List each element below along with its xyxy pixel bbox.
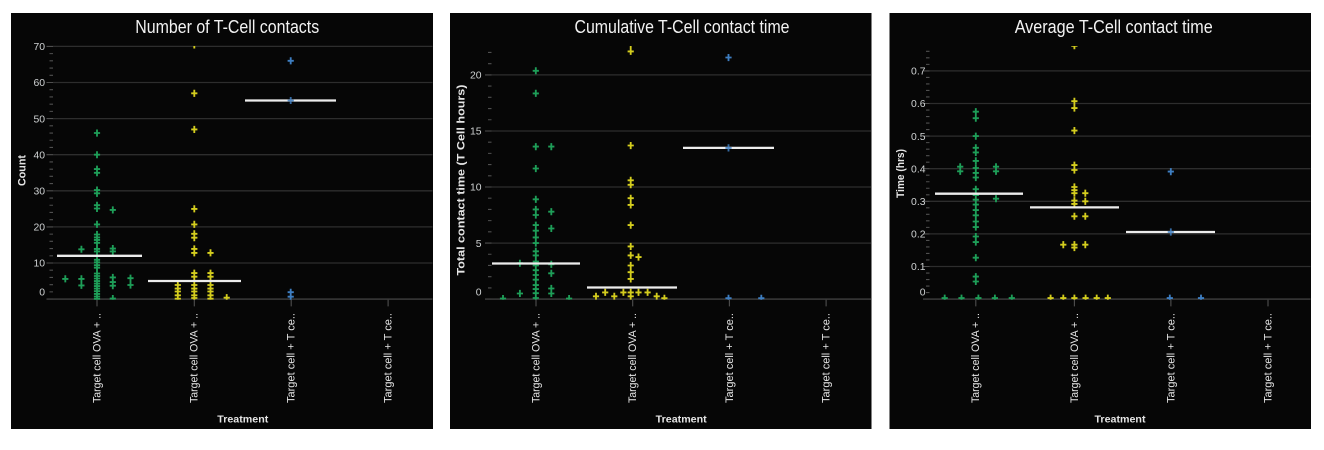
svg-text:Target cell OVA + ..: Target cell OVA + .. [530,313,542,403]
svg-text:20: 20 [33,223,45,234]
svg-text:30: 30 [33,187,45,198]
svg-text:Target cell + T ce..: Target cell + T ce.. [821,313,833,403]
svg-text:0.1: 0.1 [911,262,926,273]
svg-text:40: 40 [33,150,45,161]
svg-text:Target cell OVA + ..: Target cell OVA + .. [189,313,201,403]
svg-text:15: 15 [470,127,482,138]
svg-text:Target cell + T ce..: Target cell + T ce.. [1262,313,1274,403]
svg-text:0.2: 0.2 [911,230,926,241]
svg-text:60: 60 [33,78,45,89]
svg-text:Number of T-Cell contacts: Number of T-Cell contacts [135,16,319,37]
svg-text:10: 10 [470,183,482,194]
svg-text:Target cell OVA + ..: Target cell OVA + .. [91,313,103,403]
svg-text:Target cell OVA + ..: Target cell OVA + .. [970,313,982,403]
svg-text:0: 0 [39,288,45,299]
svg-text:5: 5 [476,239,482,250]
svg-text:10: 10 [33,259,45,270]
svg-text:0.6: 0.6 [911,99,926,110]
svg-text:Count: Count [16,155,28,186]
svg-text:0: 0 [476,288,482,299]
svg-text:Target cell OVA + ..: Target cell OVA + .. [627,313,639,403]
svg-text:Treatment: Treatment [217,414,269,426]
svg-text:Cumulative T-Cell contact time: Cumulative T-Cell contact time [575,16,790,37]
svg-text:Treatment: Treatment [1095,414,1147,426]
svg-text:Target cell OVA + ..: Target cell OVA + .. [1069,313,1081,403]
svg-text:Target cell + T ce..: Target cell + T ce.. [286,313,298,403]
svg-text:Target cell + T ce..: Target cell + T ce.. [1165,313,1177,403]
svg-text:Treatment: Treatment [656,414,708,426]
svg-text:20: 20 [470,71,482,82]
svg-text:0: 0 [920,288,926,299]
svg-text:0.7: 0.7 [911,67,926,78]
svg-text:Average T-Cell contact time: Average T-Cell contact time [1015,16,1213,37]
svg-text:Target cell + T ce..: Target cell + T ce.. [724,313,736,403]
svg-text:0.4: 0.4 [911,164,926,175]
svg-text:0.3: 0.3 [911,197,926,208]
svg-text:0.5: 0.5 [911,132,926,143]
svg-text:Total contact time (T Cell hou: Total contact time (T Cell hours) [455,84,467,275]
svg-text:70: 70 [33,42,45,53]
svg-text:Time (hrs): Time (hrs) [895,149,907,198]
svg-text:Target cell + T ce..: Target cell + T ce.. [383,313,395,403]
svg-text:50: 50 [33,114,45,125]
